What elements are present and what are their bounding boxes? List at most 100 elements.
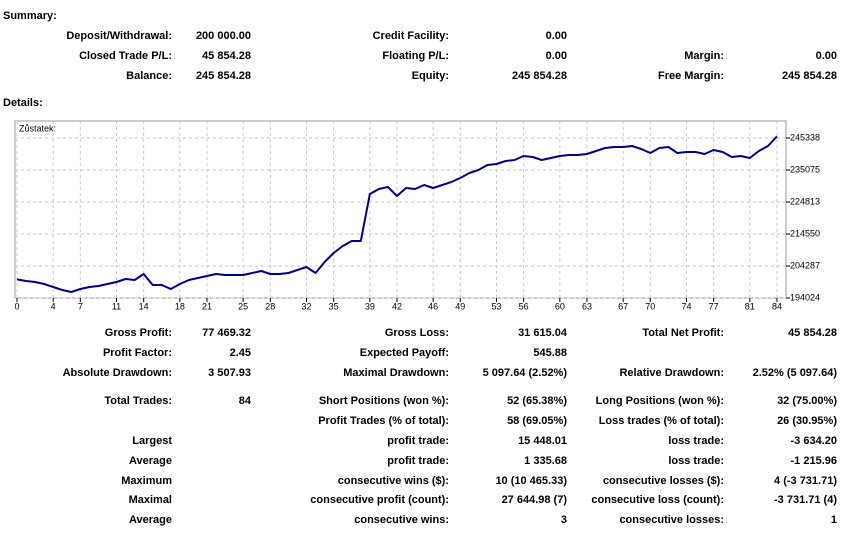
field-label: Loss trades (% of total): — [599, 415, 724, 427]
field-label: Maximal Drawdown: — [343, 367, 449, 379]
field-value: 2.45 — [230, 347, 251, 359]
x-tick-label: 77 — [709, 301, 719, 311]
field-label: Floating P/L: — [382, 50, 449, 62]
field-label: consecutive wins ($): — [338, 475, 449, 487]
x-tick-label: 63 — [582, 301, 592, 311]
field-label: Credit Facility: — [373, 30, 449, 42]
field-value: -1 215.96 — [791, 455, 837, 467]
x-tick-label: 35 — [329, 301, 339, 311]
x-tick-label: 14 — [139, 301, 149, 311]
field-value: 15 448.01 — [518, 435, 567, 447]
y-tick-label: 235075 — [790, 164, 820, 174]
balance-line — [16, 135, 778, 294]
chart-title: Zůstatek: — [19, 123, 56, 133]
field-label: Balance: — [126, 70, 172, 82]
field-value: 3 — [561, 514, 567, 526]
x-tick-label: 81 — [745, 301, 755, 311]
x-tick-label: 4 — [51, 301, 56, 311]
field-value: 0.00 — [546, 30, 567, 42]
field-value: 5 097.64 (2.52%) — [483, 367, 568, 379]
field-label: Margin: — [684, 50, 724, 62]
field-value: 77 469.32 — [202, 327, 251, 339]
field-value: 245 854.28 — [196, 70, 251, 82]
field-value: 45 854.28 — [202, 50, 251, 62]
field-label: Expected Payoff: — [360, 347, 449, 359]
field-value: 245 854.28 — [512, 70, 567, 82]
y-tick-label: 214550 — [790, 228, 820, 238]
field-value: 245 854.28 — [782, 70, 837, 82]
field-label: Relative Drawdown: — [619, 367, 724, 379]
field-value: 545.88 — [533, 347, 567, 359]
y-tick-label: 245338 — [790, 132, 820, 142]
field-value: 52 (65.38%) — [507, 395, 567, 407]
field-label: Absolute Drawdown: — [63, 367, 172, 379]
field-value: 2.52% (5 097.64) — [753, 367, 838, 379]
field-value: -3 731.71 (4) — [774, 494, 837, 506]
field-value: 0.00 — [816, 50, 837, 62]
field-value: 1 335.68 — [524, 455, 567, 467]
field-label: Profit Trades (% of total): — [318, 415, 449, 427]
chart-frame — [14, 120, 787, 299]
field-label: Deposit/Withdrawal: — [66, 30, 172, 42]
x-tick-label: 49 — [455, 301, 465, 311]
details-title: Details: — [3, 97, 43, 109]
field-value: 84 — [239, 395, 252, 407]
field-label: consecutive loss (count): — [591, 494, 724, 506]
field-label: Maximal — [129, 494, 172, 506]
field-value: -3 634.20 — [791, 435, 837, 447]
y-tick-label: 224813 — [790, 196, 820, 206]
field-label: profit trade: — [387, 455, 449, 467]
y-tick-label: 194024 — [790, 292, 820, 302]
field-value: 10 (10 465.33) — [495, 475, 567, 487]
field-value: 3 507.93 — [208, 367, 251, 379]
x-tick-label: 84 — [772, 301, 782, 311]
field-label: Total Net Profit: — [642, 327, 724, 339]
x-tick-label: 74 — [681, 301, 691, 311]
field-label: Gross Profit: — [105, 327, 172, 339]
field-value: 45 854.28 — [788, 327, 837, 339]
field-label: Equity: — [412, 70, 449, 82]
field-label: consecutive profit (count): — [310, 494, 449, 506]
x-tick-label: 46 — [428, 301, 438, 311]
field-label: Closed Trade P/L: — [79, 50, 172, 62]
x-tick-label: 7 — [78, 301, 83, 311]
field-label: Short Positions (won %): — [319, 395, 449, 407]
x-tick-label: 0 — [14, 301, 19, 311]
field-value: 27 644.98 (7) — [502, 494, 568, 506]
field-label: loss trade: — [668, 435, 724, 447]
field-value: 0.00 — [546, 50, 567, 62]
field-label: Long Positions (won %): — [596, 395, 724, 407]
x-tick-label: 21 — [202, 301, 212, 311]
field-label: Average — [129, 514, 172, 526]
x-tick-label: 67 — [618, 301, 628, 311]
y-tick-label: 204287 — [790, 260, 820, 270]
field-label: loss trade: — [668, 455, 724, 467]
summary-title: Summary: — [3, 10, 57, 22]
field-label: Gross Loss: — [385, 327, 449, 339]
field-value: 1 — [831, 514, 837, 526]
x-tick-label: 56 — [519, 301, 529, 311]
x-tick-label: 39 — [365, 301, 375, 311]
x-tick-label: 28 — [265, 301, 275, 311]
field-label: Largest — [132, 435, 172, 447]
x-tick-label: 18 — [175, 301, 185, 311]
field-value: 58 (69.05%) — [507, 415, 567, 427]
field-label: Free Margin: — [658, 70, 724, 82]
field-label: consecutive losses ($): — [603, 475, 724, 487]
field-label: consecutive wins: — [354, 514, 449, 526]
field-value: 4 (-3 731.71) — [774, 475, 837, 487]
field-label: Average — [129, 455, 172, 467]
x-tick-label: 32 — [301, 301, 311, 311]
field-value: 32 (75.00%) — [777, 395, 837, 407]
field-label: Maximum — [121, 475, 172, 487]
field-label: Total Trades: — [104, 395, 172, 407]
field-label: consecutive losses: — [619, 514, 724, 526]
field-label: profit trade: — [387, 435, 449, 447]
x-tick-label: 25 — [238, 301, 248, 311]
x-tick-label: 42 — [392, 301, 402, 311]
x-tick-label: 60 — [555, 301, 565, 311]
field-value: 26 (30.95%) — [777, 415, 837, 427]
x-tick-label: 53 — [491, 301, 501, 311]
field-label: Profit Factor: — [103, 347, 172, 359]
